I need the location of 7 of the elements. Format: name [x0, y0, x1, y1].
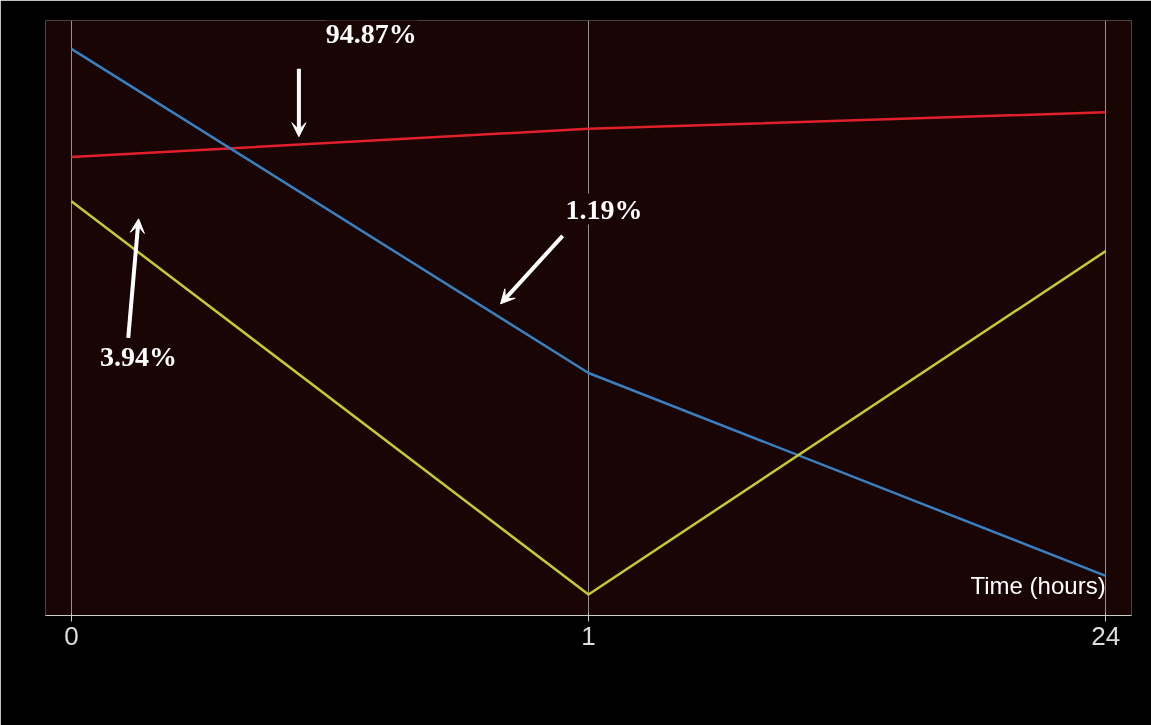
x-tick-label: 24: [1091, 620, 1121, 651]
x-tick-label: 0: [64, 620, 79, 651]
annotation: 3.94%: [100, 340, 178, 372]
annotation: 1.19%: [565, 193, 643, 225]
annotation: 94.87%: [325, 17, 417, 49]
x-axis-title: Time (hours): [970, 571, 1106, 599]
x-tick-label: 1: [581, 620, 596, 651]
